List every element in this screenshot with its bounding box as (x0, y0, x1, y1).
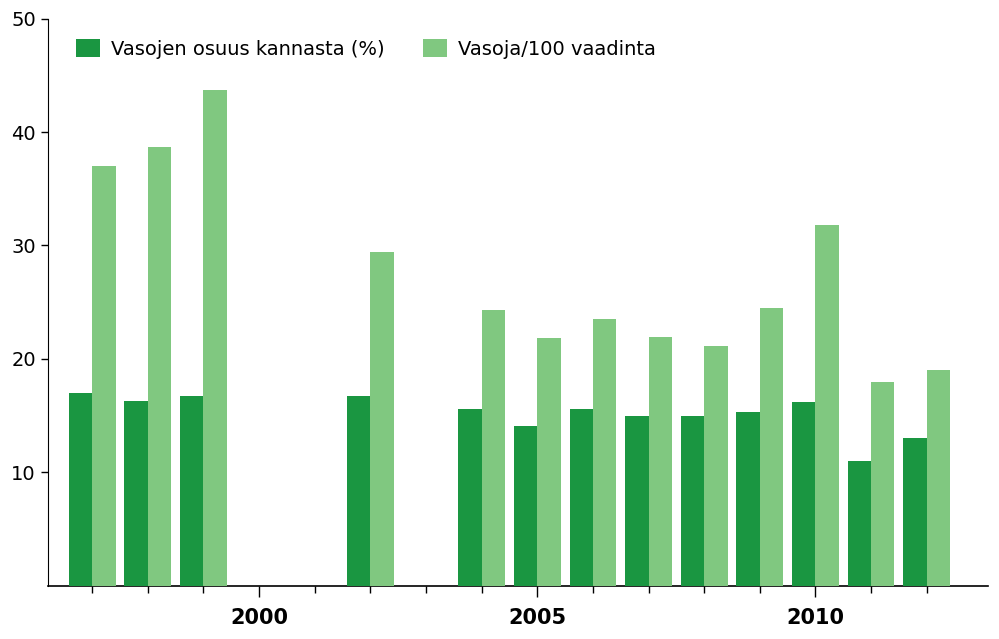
Bar (569, 409, 592, 586)
Bar (180, 396, 204, 586)
Bar (903, 438, 927, 586)
Bar (148, 147, 171, 586)
Bar (459, 409, 482, 586)
Bar (704, 346, 727, 586)
Bar (513, 426, 537, 586)
Bar (537, 339, 560, 586)
Bar (648, 337, 672, 586)
Bar (92, 166, 116, 586)
Bar (482, 310, 504, 586)
Bar (815, 225, 839, 586)
Bar (347, 396, 371, 586)
Bar (69, 393, 92, 586)
Bar (625, 415, 648, 586)
Bar (760, 308, 783, 586)
Bar (792, 402, 815, 586)
Bar (125, 401, 148, 586)
Bar (927, 370, 950, 586)
Bar (204, 90, 227, 586)
Bar (848, 461, 871, 586)
Legend: Vasojen osuus kannasta (%), Vasoja/100 vaadinta: Vasojen osuus kannasta (%), Vasoja/100 v… (76, 40, 656, 59)
Bar (680, 415, 704, 586)
Bar (736, 412, 760, 586)
Bar (371, 252, 394, 586)
Bar (871, 381, 894, 586)
Bar (592, 319, 616, 586)
